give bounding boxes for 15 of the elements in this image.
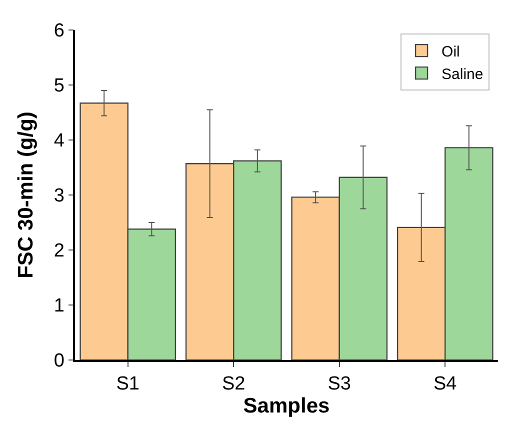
x-axis-title: Samples — [243, 394, 330, 418]
x-tick-label: S3 — [328, 374, 352, 395]
x-tick-label: S2 — [222, 374, 246, 395]
legend-label: Oil — [442, 43, 460, 60]
y-tick-label: 5 — [54, 76, 64, 97]
y-tick-label: 6 — [54, 20, 64, 42]
y-tick-label: 2 — [54, 240, 64, 262]
y-tick-label: 1 — [54, 296, 64, 317]
y-tick-label: 3 — [54, 186, 64, 207]
x-tick-label: S1 — [116, 374, 140, 395]
y-tick-label: 4 — [54, 130, 65, 152]
x-tick-label: S4 — [434, 374, 458, 395]
y-axis-title: FSC 30-min (g/g) — [14, 112, 38, 278]
y-tick-label: 0 — [54, 350, 64, 372]
legend-label: Saline — [442, 66, 484, 83]
